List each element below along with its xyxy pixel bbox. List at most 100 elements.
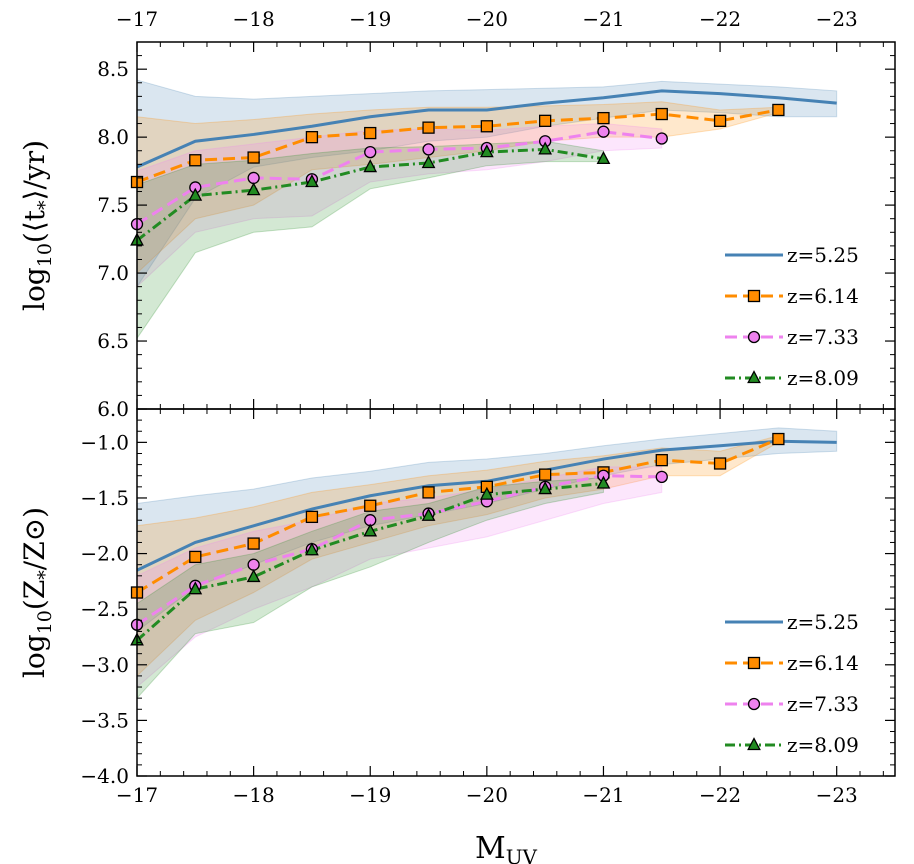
data-point-bottom-1-4 [364, 499, 377, 512]
band-bottom-2 [136, 466, 663, 689]
data-point-bottom-3-7 [538, 481, 553, 495]
ytick-label-bottom: −3.0 [80, 653, 129, 677]
series-line-top-1 [136, 108, 779, 184]
ytick-label-top: 8.5 [97, 57, 129, 81]
data-point-bottom-3-3 [305, 542, 319, 556]
legend-label-bottom-3: z=8.09 [787, 733, 859, 757]
xtick-label-top: −17 [116, 7, 158, 31]
ytick-label-top: 6.0 [97, 397, 129, 421]
plot-frame-bottom [136, 408, 896, 777]
data-point-bottom-1-3 [305, 510, 319, 524]
legend-label-top-3: z=8.09 [787, 366, 859, 390]
xtick-label-top: −18 [233, 7, 275, 31]
xlabel-main: M [475, 831, 506, 864]
legend-label-bottom-1: z=6.14 [787, 651, 859, 675]
xlabel-sub: UV [506, 845, 538, 864]
series-line-bottom-1 [136, 437, 779, 594]
xtick-label-top: −20 [466, 7, 508, 31]
series-line-top-3 [136, 147, 604, 242]
data-point-top-1-7 [539, 114, 552, 127]
ylabel-star: * [34, 200, 56, 210]
data-point-bottom-3-1 [188, 581, 203, 595]
legend-marker-bottom-1 [747, 656, 761, 670]
data-point-bottom-1-5 [422, 486, 435, 499]
ytick-label-top: 7.5 [97, 193, 129, 217]
y-axis-label-top: log10(⟨t*⟩/yr) [18, 140, 56, 311]
ytick-label-bottom: −2.0 [80, 542, 129, 566]
data-point-top-3-2 [246, 182, 261, 196]
data-point-top-3-3 [305, 174, 319, 188]
data-point-top-1-6 [480, 120, 493, 133]
y-axis-label-bottom: log10(Z*/Z⊙) [18, 507, 56, 678]
ytick-label-bottom: −1.0 [80, 430, 129, 454]
ytick-label-bottom: −3.5 [80, 708, 129, 732]
data-point-top-2-2 [247, 171, 260, 185]
data-point-bottom-2-2 [247, 558, 260, 571]
ylabel-sub: 10 [34, 610, 56, 634]
ylabel-end: ⟩/yr) [18, 140, 51, 200]
data-point-bottom-1-2 [247, 537, 260, 550]
legend-label-top-1: z=6.14 [787, 284, 859, 308]
legend-marker-top-2 [747, 330, 761, 344]
data-point-bottom-3-8 [596, 475, 611, 489]
series-line-top-2 [136, 130, 662, 226]
data-point-top-2-4 [364, 145, 377, 159]
xtick-label-top: −22 [699, 7, 741, 31]
data-point-top-3-7 [538, 141, 553, 155]
legend-label-bottom-0: z=5.25 [787, 610, 859, 634]
data-point-top-1-4 [364, 126, 377, 140]
data-point-top-3-8 [596, 151, 611, 165]
xtick-label-top: −21 [582, 7, 624, 31]
xtick-label-bottom: −21 [582, 783, 624, 807]
data-point-bottom-3-5 [421, 507, 436, 521]
ylabel-sub: 10 [34, 243, 56, 267]
data-point-bottom-1-7 [539, 468, 552, 481]
ylabel-rest: (⟨t [18, 209, 51, 243]
data-point-bottom-3-2 [246, 569, 261, 583]
xtick-label-bottom: −18 [233, 783, 275, 807]
xtick-label-bottom: −19 [349, 783, 391, 807]
data-point-bottom-1-10 [713, 457, 727, 470]
xtick-label-bottom: −20 [466, 783, 508, 807]
band-bottom-0 [136, 427, 838, 633]
legend-bottom: z=5.25 z=6.14 z=7.33 z=8.09 [725, 610, 859, 757]
panel-top: 6.0 6.5 7.0 7.5 8.0 8.5 −17 −18 −19 −20 −21 −22 −23 l… [18, 7, 896, 421]
legend-marker-bottom-3 [747, 737, 761, 751]
data-point-top-2-5 [422, 143, 435, 156]
xtick-label-bottom: −22 [699, 783, 741, 807]
xtick-label-top: −23 [816, 7, 858, 31]
data-point-top-1-10 [713, 114, 727, 127]
data-point-top-3-4 [363, 159, 378, 173]
ylabel-rest: (Z [18, 580, 51, 610]
data-point-top-3-1 [188, 187, 203, 201]
legend-marker-top-3 [747, 370, 761, 384]
data-point-bottom-1-1 [189, 550, 202, 564]
legend-marker-bottom-2 [747, 697, 761, 711]
legend-top: z=5.25 z=6.14 z=7.33 z=8.09 [725, 243, 859, 390]
xtick-label-top: −19 [349, 7, 391, 31]
ytick-label-bottom: −1.5 [80, 486, 129, 510]
ylabel-star: * [34, 570, 56, 580]
ytick-label-top: 7.0 [97, 261, 129, 285]
data-point-bottom-3-6 [479, 486, 494, 500]
data-point-bottom-3-4 [363, 523, 378, 537]
data-point-top-1-9 [655, 107, 668, 121]
data-point-top-2-8 [597, 125, 610, 138]
series-line-top-0 [136, 89, 837, 169]
legend-marker-top-1 [747, 289, 761, 303]
ylabel-end: /Z⊙) [18, 507, 51, 570]
data-point-bottom-1-11 [772, 432, 785, 446]
series-line-bottom-2 [136, 474, 662, 626]
legend-label-bottom-2: z=7.33 [787, 692, 859, 716]
legend-label-top-2: z=7.33 [787, 325, 859, 349]
panel-bottom: −4.0 −3.5 −3.0 −2.5 −2.0 −1.5 −1.0 −17 −18 −19 −20… [18, 408, 896, 864]
legend-label-top-0: z=5.25 [787, 243, 859, 267]
ytick-label-top: 6.5 [97, 329, 129, 353]
x-axis-label: MUV [475, 831, 538, 864]
xtick-label-bottom: −17 [116, 783, 158, 807]
ylabel-main: log [18, 267, 51, 311]
data-point-bottom-2-9 [655, 470, 668, 483]
xtick-label-bottom: −23 [816, 783, 858, 807]
data-point-top-1-3 [305, 130, 319, 144]
